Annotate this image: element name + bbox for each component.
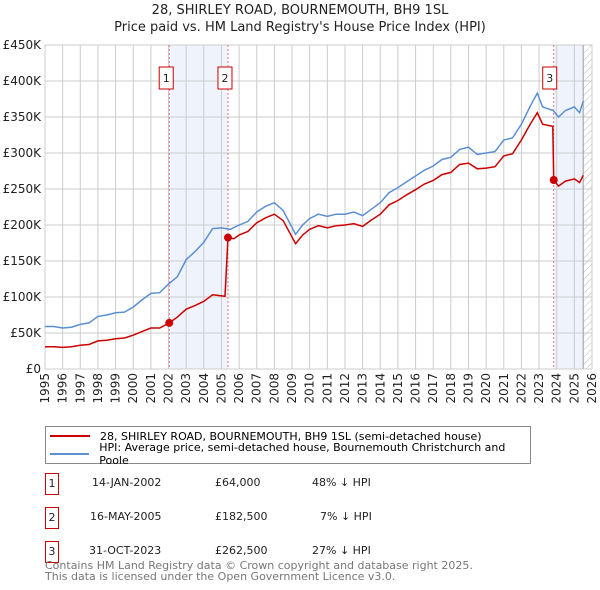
hpi-line xyxy=(45,91,584,329)
x-tick-label: 2015 xyxy=(391,373,405,404)
sale-label-box xyxy=(158,66,174,90)
x-tick-label: 2010 xyxy=(303,373,317,404)
sale-delta: 27% ↓ HPI xyxy=(312,544,371,557)
sale-date: 14-JAN-2002 xyxy=(92,476,162,489)
x-tick-label: 2021 xyxy=(497,373,511,404)
sale-row: 3 31-OCT-2023 £262,500 27% ↓ HPI xyxy=(45,541,445,563)
x-tick-label: 2011 xyxy=(320,373,334,404)
y-tick-label: £200K xyxy=(3,218,43,232)
y-tick-label: £350K xyxy=(3,110,43,124)
sale-badge: 2 xyxy=(45,507,59,529)
sale-date: 31-OCT-2023 xyxy=(89,544,162,557)
sale-point xyxy=(165,318,174,327)
plot-border xyxy=(44,44,593,370)
sale-row: 2 16-MAY-2005 £182,500 7% ↓ HPI xyxy=(45,507,445,529)
x-tick-label: 1996 xyxy=(56,373,70,404)
legend-item-hpi: HPI: Average price, semi-detached house,… xyxy=(50,441,530,467)
x-tick-label: 2019 xyxy=(461,373,475,404)
legend-swatch-blue xyxy=(50,453,90,455)
legend-swatch-red xyxy=(50,435,90,437)
x-tick-label: 2003 xyxy=(179,373,193,404)
sale-badge: 3 xyxy=(45,541,59,563)
x-tick-label: 1999 xyxy=(109,373,123,404)
x-tick-label: 2025 xyxy=(567,373,581,404)
y-tick-label: £0 xyxy=(26,362,41,376)
x-tick-label: 2009 xyxy=(285,373,299,404)
x-tick-label: 2026 xyxy=(585,373,599,404)
shaded-region xyxy=(169,45,228,369)
x-tick-label: 2008 xyxy=(267,373,281,404)
sale-row: 1 14-JAN-2002 £64,000 48% ↓ HPI xyxy=(45,473,445,495)
x-tick-label: 1997 xyxy=(73,373,87,404)
sale-label-box xyxy=(542,66,558,90)
x-tick-label: 2005 xyxy=(214,373,228,404)
x-tick-label: 1998 xyxy=(91,373,105,404)
shaded-region xyxy=(553,45,584,369)
sale-price: £64,000 xyxy=(215,476,261,489)
sale-delta: 48% ↓ HPI xyxy=(312,476,371,489)
sale-price: £182,500 xyxy=(215,510,268,523)
y-tick-label: £400K xyxy=(3,74,43,88)
legend: 28, SHIRLEY ROAD, BOURNEMOUTH, BH9 1SL (… xyxy=(45,426,531,467)
y-tick-label: £150K xyxy=(3,254,43,268)
forecast-hatch xyxy=(583,45,592,369)
y-tick-label: £300K xyxy=(3,146,43,160)
sale-delta: 7% ↓ HPI xyxy=(320,510,372,523)
sale-label-box xyxy=(217,66,233,90)
x-tick-label: 2023 xyxy=(532,373,546,404)
legend-label: 28, SHIRLEY ROAD, BOURNEMOUTH, BH9 1SL (… xyxy=(100,429,482,443)
y-tick-label: £250K xyxy=(3,182,43,196)
x-tick-label: 2024 xyxy=(550,373,564,404)
x-tick-label: 2022 xyxy=(514,373,528,404)
sale-price: £262,500 xyxy=(215,544,268,557)
sale-point xyxy=(223,233,232,242)
sale-point xyxy=(549,176,558,184)
sale-date: 16-MAY-2005 xyxy=(90,510,162,523)
y-tick-label: £50K xyxy=(10,326,42,340)
property-price-line xyxy=(45,111,584,349)
legend-label: HPI: Average price, semi-detached house,… xyxy=(99,441,506,467)
x-tick-label: 2012 xyxy=(338,373,352,404)
x-tick-label: 1995 xyxy=(38,373,52,404)
x-tick-label: 2006 xyxy=(232,373,246,404)
sale-label: 2 xyxy=(221,72,228,85)
chart-title: 28, SHIRLEY ROAD, BOURNEMOUTH, BH9 1SL xyxy=(151,3,449,18)
x-tick-label: 2001 xyxy=(144,373,158,404)
x-tick-label: 2020 xyxy=(479,373,493,404)
y-tick-label: £450K xyxy=(3,38,43,52)
x-tick-label: 2002 xyxy=(162,373,176,404)
x-tick-label: 2018 xyxy=(444,373,458,404)
x-tick-label: 2000 xyxy=(126,373,140,404)
chart-subtitle: Price paid vs. HM Land Registry's House … xyxy=(114,20,486,35)
legend-item-property: 28, SHIRLEY ROAD, BOURNEMOUTH, BH9 1SL (… xyxy=(50,428,482,444)
footer: Contains HM Land Registry data © Crown c… xyxy=(45,560,473,582)
x-tick-label: 2004 xyxy=(197,373,211,404)
sale-badge: 1 xyxy=(45,473,59,495)
x-tick-label: 2017 xyxy=(426,373,440,404)
x-tick-label: 2007 xyxy=(250,373,264,404)
x-tick-label: 2014 xyxy=(373,373,387,404)
sale-label: 3 xyxy=(546,72,553,85)
footer-line-2: This data is licensed under the Open Gov… xyxy=(45,570,396,583)
x-tick-label: 2013 xyxy=(356,373,370,404)
sale-label: 1 xyxy=(163,72,170,85)
y-tick-label: £100K xyxy=(3,290,43,304)
x-tick-label: 2016 xyxy=(409,373,423,404)
plot-area: £0 £50K £100K £150K £200K £250K £300K £350K £400… xyxy=(3,38,599,404)
footer-line-1: Contains HM Land Registry data © Crown c… xyxy=(45,559,473,572)
